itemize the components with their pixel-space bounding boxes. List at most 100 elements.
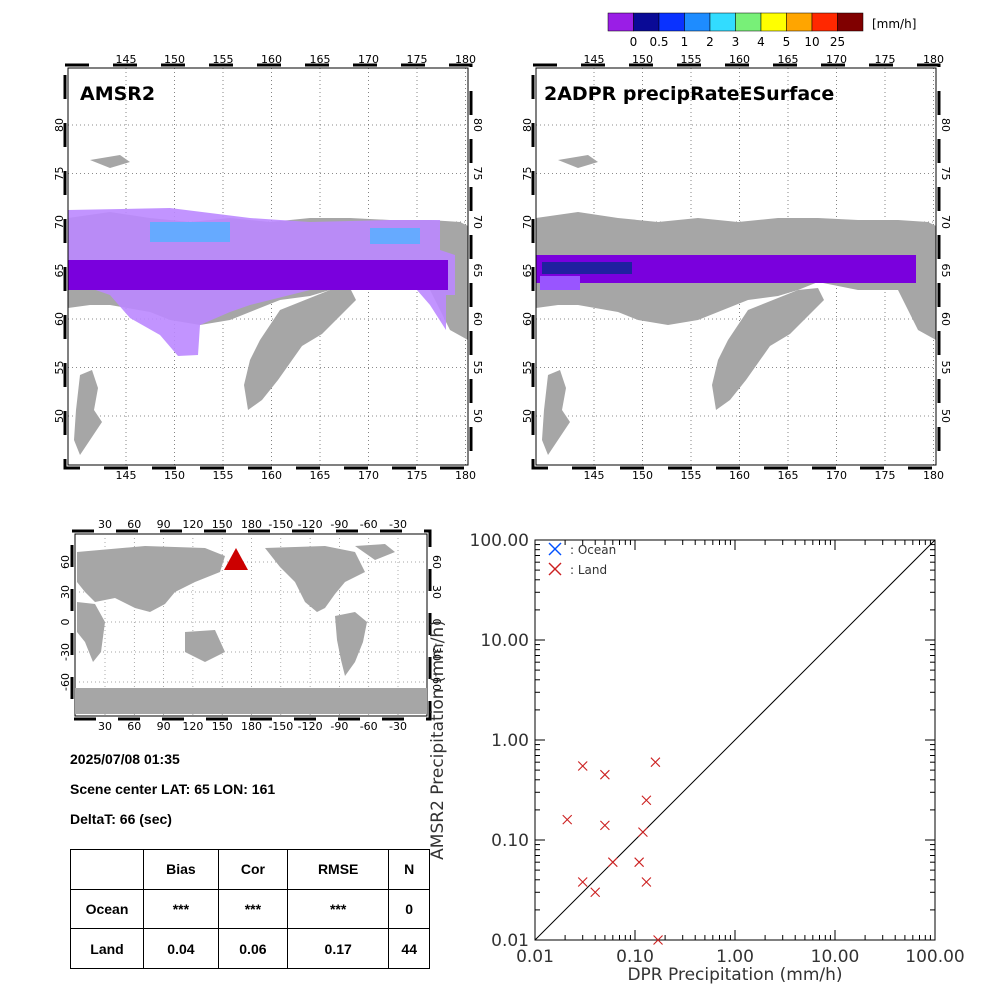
lon-tick-label: 175 — [875, 469, 896, 480]
stats-row-ocean: Ocean *** *** *** 0 — [70, 888, 430, 930]
x-tick-label: 1.00 — [716, 947, 754, 967]
colorbar-label: 0.5 — [649, 35, 668, 49]
world-lon-label: 90 — [157, 720, 171, 733]
world-lat-label: 60 — [430, 555, 443, 569]
world-lon-label: 120 — [182, 720, 203, 733]
legend-label: : Land — [570, 563, 607, 577]
world-lon-label: 60 — [127, 518, 141, 531]
colorbar-label: 10 — [804, 35, 819, 49]
scatter-point — [650, 757, 661, 768]
lat-tick-label: 65 — [471, 264, 484, 278]
panel-title: 2ADPR precipRateESurface — [544, 83, 834, 105]
world-lon-label: 120 — [182, 518, 203, 531]
scatter-point — [607, 857, 618, 868]
lat-tick-label: 70 — [53, 215, 66, 229]
lat-tick-label: 50 — [471, 409, 484, 423]
stats-table: Bias Cor RMSE N Ocean *** *** *** 0 Land… — [70, 849, 430, 969]
world-lat-label: -30 — [59, 643, 72, 661]
legend-label: : Ocean — [570, 543, 616, 557]
lon-tick-label: 180 — [923, 53, 944, 66]
lon-tick-label: 155 — [213, 469, 234, 480]
lon-tick-label: 180 — [455, 469, 476, 480]
lat-tick-label: 65 — [521, 264, 534, 278]
y-tick-label: 1.00 — [491, 731, 529, 751]
stats-header-row: Bias Cor RMSE N — [70, 849, 430, 890]
colorbar-label: 4 — [757, 35, 765, 49]
lat-tick-label: 70 — [471, 215, 484, 229]
world-lon-label: 30 — [98, 518, 112, 531]
lat-tick-label: 75 — [471, 167, 484, 181]
lat-tick-label: 60 — [939, 312, 952, 326]
colorbar-swatch — [607, 12, 634, 32]
world-lon-label: -150 — [268, 518, 293, 531]
lat-tick-label: 50 — [53, 409, 66, 423]
world-lon-label: -120 — [298, 518, 323, 531]
scene-location-marker — [224, 548, 248, 570]
lat-tick-label: 55 — [471, 361, 484, 375]
colorbar-label: 1 — [681, 35, 689, 49]
legend-entry: : Land — [548, 562, 607, 577]
world-lon-label: -90 — [330, 518, 348, 531]
world-lon-label: 90 — [157, 518, 171, 531]
cell: 0 — [388, 888, 430, 930]
lat-tick-label: 60 — [471, 312, 484, 326]
scatter-plot: 0.010.01 0.10 0.10 1.00 1.00 10.00 10.00 100.00… — [428, 531, 965, 985]
colorbar-label: 25 — [830, 35, 845, 49]
lat-tick-label: 55 — [521, 361, 534, 375]
lat-tick-label: 55 — [53, 361, 66, 375]
world-lat-label: -60 — [59, 673, 72, 691]
colorbar-label: 0 — [630, 35, 638, 49]
lat-tick-label: 80 — [53, 118, 66, 132]
x-tick-label: 100.00 — [905, 947, 964, 967]
lon-tick-label: 170 — [358, 469, 379, 480]
legend-entry: : Ocean — [548, 542, 616, 557]
lon-tick-label: 180 — [923, 469, 944, 480]
world-lat-label: 0 — [430, 619, 443, 626]
world-lon-label: 60 — [127, 720, 141, 733]
lat-tick-label: 70 — [939, 215, 952, 229]
lon-tick-label: 160 — [261, 53, 282, 66]
lon-tick-label: 150 — [164, 469, 185, 480]
lat-tick-label: 65 — [939, 264, 952, 278]
cell: 0.17 — [286, 928, 390, 969]
world-lon-label: -30 — [389, 720, 407, 733]
colorbar-unit: [mm/h] — [872, 17, 916, 31]
lat-tick-label: 70 — [521, 215, 534, 229]
panel-title: AMSR2 — [80, 83, 155, 105]
colorbar-label: 3 — [732, 35, 740, 49]
colorbar-swatch — [735, 12, 762, 32]
y-tick-label: 10.00 — [480, 631, 529, 651]
colorbar-swatch — [837, 12, 864, 32]
cell: 0.04 — [143, 928, 219, 969]
row-label: Ocean — [70, 888, 144, 930]
colorbar-swatch — [709, 12, 736, 32]
lon-tick-label: 180 — [455, 53, 476, 66]
scatter-point — [600, 820, 610, 831]
lat-tick-label: 65 — [53, 264, 66, 278]
scatter-point — [562, 814, 573, 825]
lon-tick-label: 145 — [116, 469, 137, 480]
cell: 44 — [388, 928, 430, 969]
lat-tick-label: 60 — [521, 312, 534, 326]
world-lat-label: 30 — [430, 585, 443, 599]
scene-datetime: 2025/07/08 01:35 — [70, 751, 180, 767]
world-lon-label: -60 — [360, 720, 378, 733]
world-lat-label: -30 — [430, 643, 443, 661]
stats-row-land: Land 0.04 0.06 0.17 44 — [70, 928, 430, 969]
world-lon-label: -120 — [298, 720, 323, 733]
x-axis-label: DPR Precipitation (mm/h) — [627, 965, 842, 985]
lon-tick-label: 160 — [261, 469, 282, 480]
y-tick-label: 100.00 — [470, 531, 529, 551]
amsr2-map-panel: 145 150 155 160 165 170 175 180 145 150 155 160 165 1… — [53, 53, 484, 480]
lon-tick-label: 170 — [826, 53, 847, 66]
x-tick-label: 0.10 — [616, 947, 654, 967]
scatter-point — [641, 795, 652, 806]
lat-tick-label: 50 — [939, 409, 952, 423]
lon-tick-label: 165 — [778, 469, 799, 480]
lon-tick-label: 155 — [213, 53, 234, 66]
scatter-point — [577, 877, 588, 887]
colorbar-swatch — [633, 12, 660, 32]
scatter-point — [641, 877, 652, 887]
lat-tick-label: 60 — [53, 312, 66, 326]
header-bias: Bias — [143, 849, 219, 890]
